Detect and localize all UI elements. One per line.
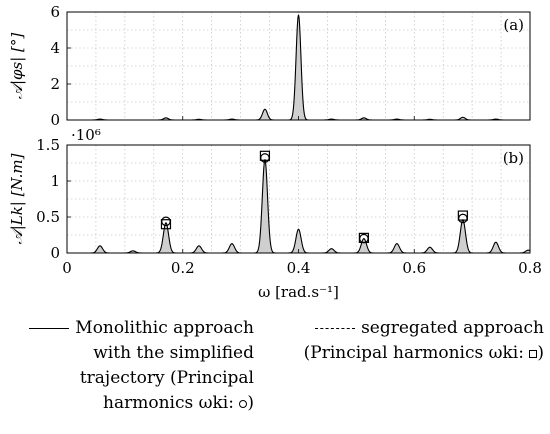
x-tick-label: 0.6 xyxy=(402,259,426,277)
figure: 0 2 4 6 (a) 𝒜|φs| [°] 0 0.5 1 1.5 0 0.2 0.4 0.6 0.8 (b)… xyxy=(8,3,542,300)
square-marker-icon xyxy=(529,349,538,358)
x-tick-label: 0 xyxy=(62,259,72,277)
legend-monolithic: Monolithic approach with the simplified … xyxy=(4,316,254,416)
series-area xyxy=(67,14,530,121)
square-marker xyxy=(259,150,271,161)
y-axis-label: 𝒜|Lk| [N.m] xyxy=(8,153,26,244)
legend-solid-line1: Monolithic approach xyxy=(75,318,254,338)
y-tick-label: 6 xyxy=(50,3,60,21)
legend-solid-line2: with the simplified xyxy=(93,343,254,363)
panel-label: (b) xyxy=(503,149,524,167)
legend-segregated: segregated approach (Principal harmonics… xyxy=(303,318,544,363)
legend-solid-line-icon xyxy=(29,328,70,329)
square-marker xyxy=(457,210,468,221)
panel-label: (a) xyxy=(503,16,524,34)
x-tick-label: 0.4 xyxy=(287,259,311,277)
x-tick-label: 0.8 xyxy=(518,259,542,277)
y-tick-label: 1.5 xyxy=(36,136,60,154)
y-tick-label: 2 xyxy=(50,75,60,93)
x-axis-label: ω [rad.s⁻¹] xyxy=(258,283,339,300)
y-tick-label: 0 xyxy=(50,244,60,262)
legend-dashed-line-icon xyxy=(315,328,356,329)
y-tick-label: 4 xyxy=(50,39,60,57)
square-marker xyxy=(358,232,369,243)
y-tick-label: 0.5 xyxy=(36,208,60,226)
y-tick-label: 0 xyxy=(50,111,60,129)
y-axis-label: 𝒜|φs| [°] xyxy=(8,33,26,100)
legend-solid-line3: trajectory (Principal xyxy=(79,368,254,388)
square-marker xyxy=(160,219,172,230)
legend-dashed-line2: (Principal harmonics ωki: xyxy=(303,343,530,363)
legend-dashed-line1: segregated approach xyxy=(361,318,544,338)
x-tick-label: 0.2 xyxy=(171,259,195,277)
y-scale-label: ·10⁶ xyxy=(71,126,101,144)
series-area xyxy=(67,159,530,253)
legend-solid-line4: harmonics ωki: xyxy=(103,393,240,413)
circle-marker-icon xyxy=(239,399,248,408)
y-tick-label: 1 xyxy=(50,172,60,190)
